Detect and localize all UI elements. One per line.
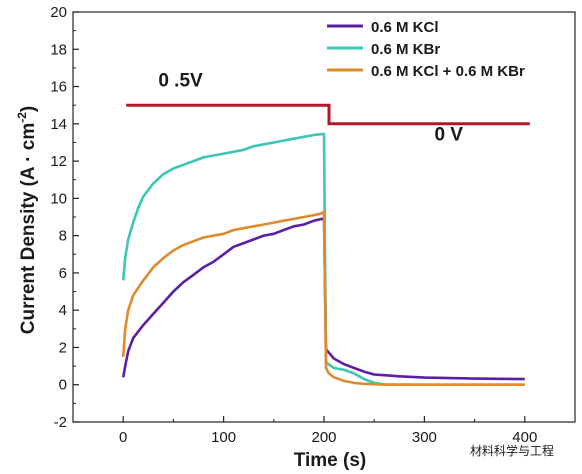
axis-labels: Time (s) Current Density (A · cm-2): [15, 106, 366, 471]
y-axis-label: Current Density (A · cm-2): [15, 106, 39, 335]
y-tick-label: 6: [59, 265, 67, 282]
legend: 0.6 M KCl 0.6 M KBr 0.6 M KCl + 0.6 M KBr: [327, 19, 525, 80]
voltage-step-group: [126, 103, 530, 126]
y-axis-label-main: Current Density (A · cm: [18, 123, 39, 335]
series-group: [121, 132, 525, 387]
x-tick-label: 100: [211, 429, 236, 446]
y-tick-label: 10: [50, 190, 67, 207]
x-tick-label: 400: [512, 429, 537, 446]
x-axis-label: Time (s): [294, 450, 367, 471]
series-line-2: [121, 132, 525, 387]
y-tick-label: 0: [59, 377, 67, 394]
y-axis-label-sup: -2: [15, 112, 29, 123]
y-tick-label: 20: [50, 4, 67, 21]
y-axis-label-close: ): [18, 106, 39, 112]
x-tick-label: 0: [119, 429, 127, 446]
axis-ticks: 0 100 200 300 400 -2 0 2 4 6 8 10 12 14 16 18 20: [50, 4, 576, 446]
annotation-2: 0 V: [434, 125, 463, 146]
y-tick-label: 12: [50, 153, 67, 170]
annotations: 0 .5V 0 V: [158, 71, 463, 146]
series-line-1: [121, 217, 525, 381]
y-tick-label: 2: [59, 339, 67, 356]
watermark: 材料科学与工程: [470, 443, 554, 458]
annotation-1: 0 .5V: [158, 71, 203, 92]
y-tick-label: 18: [50, 41, 67, 58]
x-tick-label: 200: [311, 429, 336, 446]
y-tick-label: -2: [54, 414, 67, 431]
y-tick-label: 16: [50, 79, 67, 96]
y-tick-label: 14: [50, 116, 67, 133]
voltage-step-line: [126, 103, 530, 126]
legend-label-3: 0.6 M KCl + 0.6 M KBr: [371, 63, 525, 80]
series-line-3: [121, 210, 525, 387]
legend-label-2: 0.6 M KBr: [371, 41, 440, 58]
x-tick-label: 300: [412, 429, 437, 446]
y-tick-label: 4: [59, 302, 67, 319]
legend-label-1: 0.6 M KCl: [371, 19, 439, 36]
y-tick-label: 8: [59, 228, 67, 245]
